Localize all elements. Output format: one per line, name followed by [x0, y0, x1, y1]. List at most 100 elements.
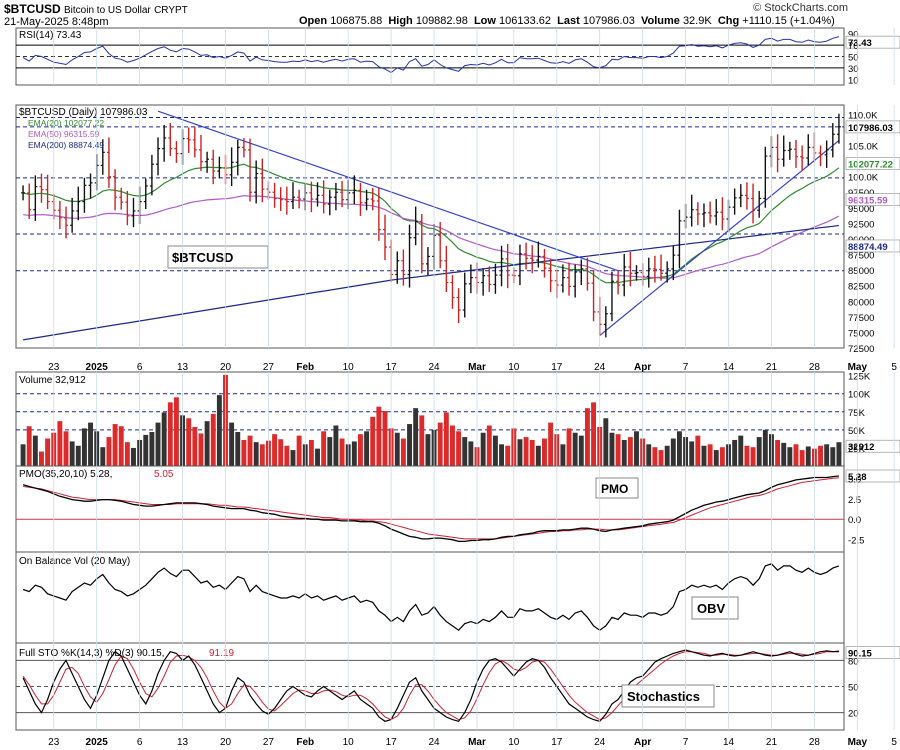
volume-y-tick: 75K	[848, 408, 866, 419]
pmo-title: PMO(35,20,10) 5.28,	[19, 469, 112, 480]
volume-bar	[278, 439, 284, 466]
volume-bar	[425, 434, 431, 466]
volume-bar	[658, 450, 664, 466]
volume-bar	[517, 439, 523, 466]
volume-bar	[284, 445, 290, 466]
volume-bar	[707, 444, 713, 466]
volume-bar	[805, 446, 811, 466]
volume-y-tick: 50K	[848, 426, 866, 437]
volume-bar	[750, 447, 756, 466]
volume-bar	[210, 413, 216, 466]
volume-bar	[253, 442, 259, 466]
ema50-tag: 96315.59	[848, 196, 888, 207]
ema-legend-1: EMA(20) 102077.22	[28, 118, 104, 128]
last-close-tag: 107986.03	[848, 123, 893, 134]
ema50-tag-bg	[845, 193, 900, 206]
rsi-title: RSI(14) 73.43	[19, 30, 82, 41]
volume-bar	[370, 416, 376, 466]
volume-bar	[216, 395, 222, 466]
ema200-line	[23, 224, 839, 341]
volume-bar	[272, 434, 278, 466]
x-tick-label-top: 5	[891, 362, 897, 373]
volume-title: Volume 32,912	[19, 375, 86, 386]
volume-bar	[39, 451, 44, 466]
volume-bar	[713, 450, 719, 466]
x-tick-label-top: 24	[594, 362, 606, 373]
rsi-line	[22, 36, 840, 74]
x-tick-label-bottom: 7	[683, 737, 689, 748]
stochastics-label: Stochastics	[627, 689, 700, 704]
volume-bar	[781, 442, 787, 466]
sto-value-tag: 90.15	[848, 649, 872, 660]
pmo-label-box	[595, 477, 639, 499]
volume-bar	[296, 435, 302, 466]
x-tick-label-bottom: 14	[723, 737, 735, 748]
volume-bar	[824, 444, 830, 466]
volume-bar	[542, 438, 547, 466]
volume-bar	[548, 422, 554, 466]
x-tick-label-bottom: Mar	[468, 737, 486, 748]
price-y-tick: 100.0K	[848, 173, 879, 184]
volume-y-tick: 100K	[848, 390, 871, 401]
volume-bar	[676, 431, 682, 466]
x-tick-label-bottom: 13	[177, 737, 189, 748]
price-panel	[15, 104, 845, 349]
volume-bar	[167, 402, 173, 466]
volume-bar	[75, 445, 81, 466]
price-title: $BTCUSD (Daily) 107986.03	[19, 107, 148, 118]
volume-bar	[124, 442, 130, 466]
volume-bar	[419, 415, 425, 466]
ema-legend-2: EMA(50) 96315.59	[28, 129, 100, 139]
volume-bar	[204, 421, 210, 466]
volume-bar	[603, 418, 609, 466]
volume-bar	[566, 428, 572, 466]
x-tick-label-bottom: Apr	[634, 737, 651, 748]
ema200-tag: 88874.49	[848, 242, 888, 253]
volume-bar	[572, 432, 578, 466]
exchange: CRYPT	[154, 5, 188, 16]
volume-bar	[646, 444, 652, 466]
volume-bar	[492, 435, 498, 466]
pmo-signal-line	[23, 477, 839, 540]
volume-bar	[615, 434, 621, 466]
volume-bar	[793, 444, 799, 466]
sto-y-tick: 50	[848, 683, 859, 694]
x-tick-label-bottom: Feb	[296, 737, 314, 748]
volume-bar	[775, 439, 781, 466]
volume-bar	[20, 444, 26, 466]
x-tick-label-bottom: 6	[137, 737, 143, 748]
volume-value-tag: 32912	[848, 442, 874, 453]
x-tick-label-bottom: 10	[508, 737, 520, 748]
sto-k-line	[22, 649, 839, 722]
volume-bar	[259, 444, 265, 466]
last-close-tag-bg	[845, 120, 900, 134]
volume-bar	[627, 437, 633, 466]
volume-bar	[235, 432, 241, 466]
volume-bar	[161, 412, 167, 466]
price-y-tick: 95000	[848, 204, 874, 215]
sto-y-tick: 80	[848, 656, 859, 667]
ema20-tag-bg	[845, 157, 900, 171]
volume-bar	[45, 438, 51, 466]
x-tick-label-top: 27	[263, 362, 275, 373]
volume-bar	[762, 429, 768, 466]
volume-bar	[327, 437, 333, 466]
volume-bar	[106, 437, 112, 466]
volume-value-tag-bg	[845, 439, 900, 453]
volume-bar	[634, 431, 639, 466]
volume-bar	[664, 445, 670, 466]
volume-bar	[486, 425, 492, 466]
volume-bar	[738, 435, 744, 466]
x-tick-label-bottom: 17	[386, 737, 398, 748]
volume-bar	[333, 425, 339, 466]
rsi-value-tag-bg	[845, 35, 900, 49]
volume-bar	[112, 424, 118, 466]
x-tick-label-top: 24	[429, 362, 441, 373]
volume-bar	[732, 439, 738, 466]
volume-bar	[321, 431, 327, 466]
volume-bar	[689, 441, 695, 466]
volume-bar	[81, 428, 87, 466]
volume-bar	[818, 445, 823, 466]
volume-bar	[364, 431, 370, 466]
x-tick-label-top: Apr	[634, 362, 651, 373]
